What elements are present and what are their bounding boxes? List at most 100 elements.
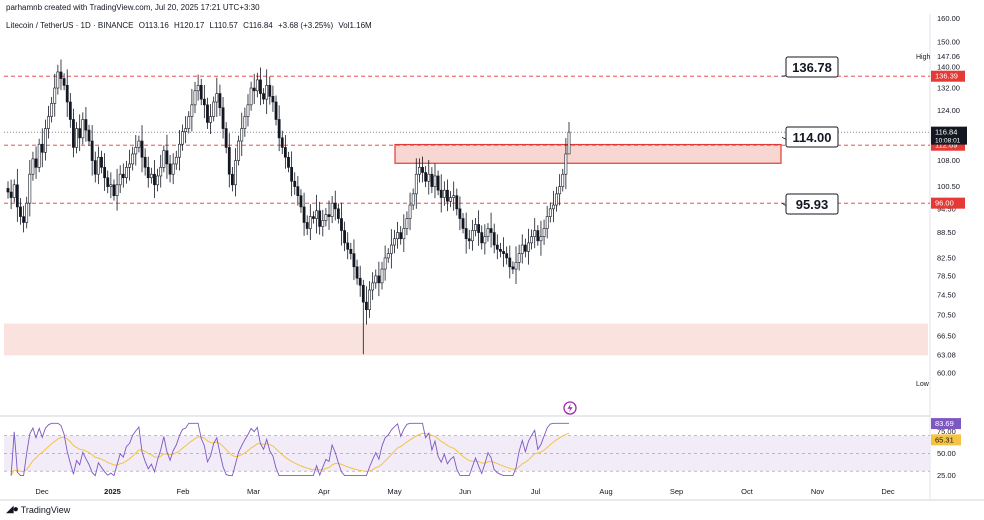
symbol-name[interactable]: Litecoin / TetherUS · 1D · BINANCE bbox=[6, 21, 134, 30]
candle-body bbox=[128, 163, 131, 168]
candle-body bbox=[212, 101, 216, 117]
candle-body bbox=[184, 128, 188, 132]
candle-body bbox=[174, 156, 178, 165]
low-label: Low bbox=[916, 381, 930, 388]
price-tick-label: 78.50 bbox=[937, 271, 956, 280]
candle-body bbox=[399, 232, 403, 240]
candle-body bbox=[380, 268, 384, 284]
candle-body bbox=[47, 116, 50, 129]
candle-body bbox=[520, 244, 524, 254]
candle-body bbox=[50, 103, 54, 117]
candle-body bbox=[59, 71, 63, 79]
candle-body bbox=[427, 173, 431, 182]
candle-body bbox=[187, 116, 191, 129]
rsi-line bbox=[10, 422, 569, 477]
candle-body bbox=[480, 232, 484, 244]
candle-body bbox=[25, 202, 29, 223]
candle-body bbox=[252, 87, 256, 92]
candle-body bbox=[246, 104, 250, 117]
time-tick-label: Nov bbox=[811, 487, 825, 496]
candle-body bbox=[442, 189, 446, 198]
rsi-tick-label: 75.00 bbox=[937, 427, 956, 436]
candle-body bbox=[202, 98, 206, 106]
candle-body bbox=[517, 253, 521, 263]
rsi-value-tag bbox=[931, 418, 961, 430]
alert-icon[interactable] bbox=[563, 401, 577, 415]
candle-body bbox=[542, 228, 546, 237]
candle-body bbox=[552, 204, 555, 210]
footer-brand[interactable]: ◢● TradingView bbox=[6, 504, 70, 515]
candle-body bbox=[90, 140, 94, 161]
candle-body bbox=[330, 202, 334, 217]
candle-body bbox=[511, 266, 515, 270]
candle-body bbox=[149, 173, 153, 179]
candle-body bbox=[283, 147, 287, 158]
candle-body bbox=[315, 210, 318, 219]
candle-body bbox=[134, 147, 138, 155]
candle-body bbox=[333, 202, 337, 210]
candle-body bbox=[190, 104, 194, 117]
candle-body bbox=[9, 191, 13, 198]
candle-body bbox=[171, 163, 175, 175]
ohlc-low: L110.57 bbox=[209, 21, 238, 30]
candle-body bbox=[417, 167, 421, 175]
candle-body bbox=[389, 244, 393, 254]
candle-body bbox=[231, 173, 234, 186]
candle-body bbox=[527, 242, 530, 252]
ohlc-close: C116.84 bbox=[243, 21, 273, 30]
candle-body bbox=[28, 173, 32, 204]
rsi-tick-label: 25.00 bbox=[937, 471, 956, 480]
time-axis: Dec 2025 Feb Mar Apr May Jun Jul Aug Sep Oct Nov Dec bbox=[35, 487, 895, 496]
candle-body bbox=[262, 93, 265, 100]
candle-body bbox=[474, 224, 477, 231]
candle-body bbox=[22, 216, 25, 223]
candle-body bbox=[308, 216, 312, 229]
candle-body bbox=[165, 150, 169, 165]
candle-body bbox=[305, 222, 309, 229]
candle-body bbox=[358, 277, 362, 286]
price-callout[interactable]: 136.78 bbox=[781, 56, 839, 78]
candle-body bbox=[19, 206, 22, 217]
candle-body bbox=[408, 204, 412, 219]
candle-body bbox=[93, 160, 97, 175]
candle-body bbox=[31, 158, 35, 175]
price-callout[interactable]: 114.00 bbox=[781, 126, 839, 148]
candle-body bbox=[103, 167, 107, 179]
high-label: High bbox=[916, 54, 931, 61]
candle-body bbox=[433, 175, 437, 187]
brand-name: TradingView bbox=[20, 504, 71, 515]
candle-body bbox=[368, 289, 371, 310]
candle-body bbox=[243, 116, 247, 129]
rsi-ma-line bbox=[10, 432, 570, 476]
time-tick-label: Feb bbox=[177, 487, 190, 496]
candle-body bbox=[106, 177, 110, 187]
candle-body bbox=[396, 232, 399, 240]
price-tick-label: 124.00 bbox=[937, 106, 960, 115]
price-callout[interactable]: 95.93 bbox=[781, 193, 839, 215]
candle-body bbox=[6, 188, 10, 193]
demand-zone bbox=[4, 323, 928, 356]
rsi-tick-label: 50.00 bbox=[937, 449, 956, 458]
candle-body bbox=[271, 96, 275, 103]
candle-body bbox=[100, 156, 103, 168]
candle-body bbox=[467, 238, 471, 242]
candle-body bbox=[81, 119, 85, 139]
high-value: 147.06 bbox=[937, 52, 960, 61]
candle-body bbox=[293, 180, 297, 187]
resistance-zone[interactable] bbox=[394, 143, 782, 164]
last-price-label: 116.84 bbox=[935, 128, 957, 137]
candle-body bbox=[199, 85, 203, 100]
candle-body bbox=[168, 163, 172, 175]
time-tick-label: Dec bbox=[35, 487, 49, 496]
price-tick-label: 74.50 bbox=[937, 290, 956, 299]
candle-body bbox=[299, 195, 303, 208]
price-tick-label: 100.50 bbox=[937, 182, 960, 191]
candle-body bbox=[349, 248, 353, 254]
candle-body bbox=[489, 228, 493, 233]
candle-body bbox=[452, 195, 456, 198]
price-tick-label: 60.00 bbox=[937, 369, 956, 378]
candle-body bbox=[249, 87, 253, 106]
callout-box bbox=[785, 56, 839, 78]
candle-body bbox=[193, 90, 197, 106]
